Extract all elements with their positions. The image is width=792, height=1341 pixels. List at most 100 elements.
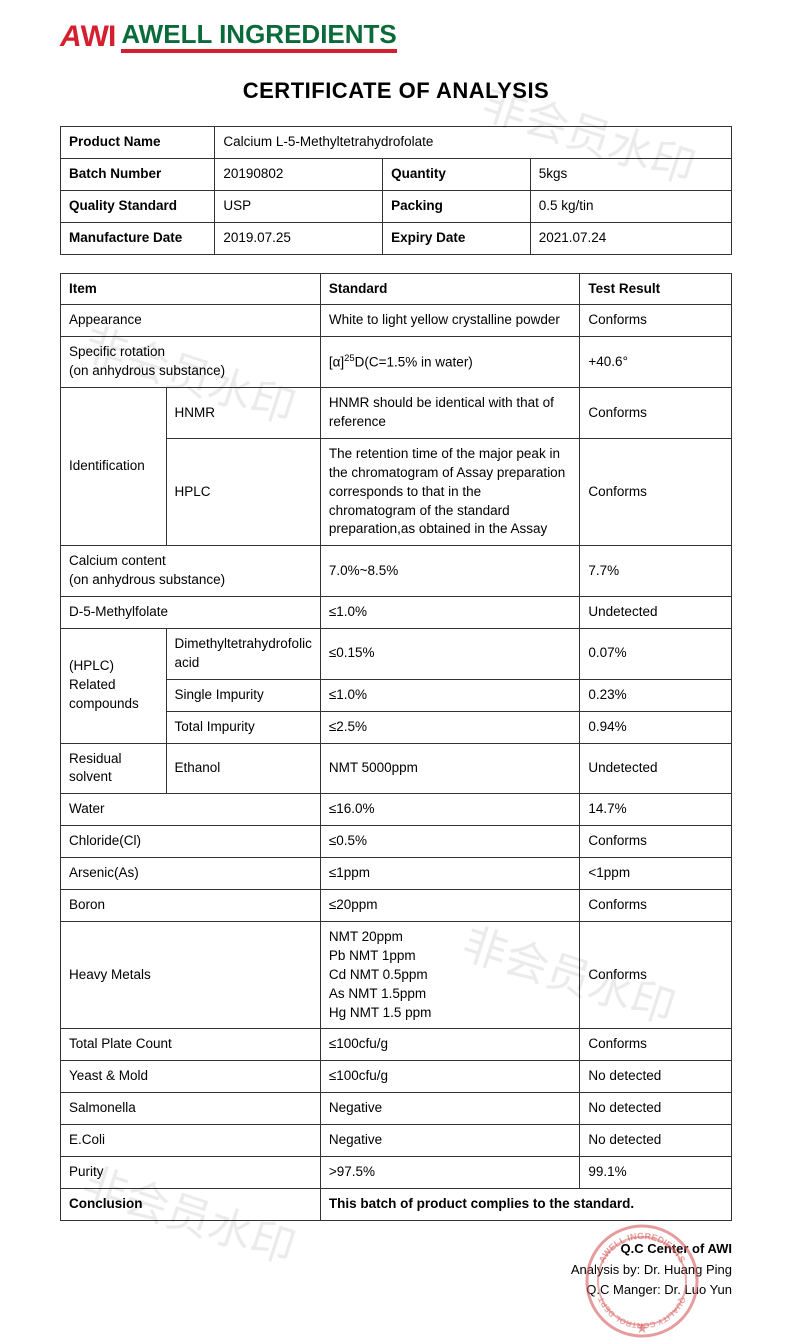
qc-center: Q.C Center of AWI: [60, 1239, 732, 1260]
conclusion-text: This batch of product complies to the st…: [320, 1188, 731, 1220]
exp-label: Expiry Date: [383, 222, 531, 254]
standard-cell: NMT 20ppm Pb NMT 1ppm Cd NMT 0.5ppm As N…: [320, 921, 580, 1028]
table-row: Yeast & Mold ≤100cfu/g No detected: [61, 1061, 732, 1093]
table-row: Purity >97.5% 99.1%: [61, 1156, 732, 1188]
item-cell: Heavy Metals: [61, 921, 321, 1028]
table-row: Salmonella Negative No detected: [61, 1093, 732, 1125]
item-cell: Appearance: [61, 305, 321, 337]
result-cell: No detected: [580, 1061, 732, 1093]
result-cell: 0.23%: [580, 679, 732, 711]
header-item: Item: [61, 273, 321, 305]
result-cell: Conforms: [580, 388, 732, 439]
standard-cell: HNMR should be identical with that of re…: [320, 388, 580, 439]
subitem-cell: Dimethyltetrahydrofolic acid: [166, 629, 320, 680]
standard-cell: ≤1.0%: [320, 597, 580, 629]
subitem-cell: Single Impurity: [166, 679, 320, 711]
result-cell: 7.7%: [580, 546, 732, 597]
table-row: Appearance White to light yellow crystal…: [61, 305, 732, 337]
result-cell: No detected: [580, 1125, 732, 1157]
standard-cell: ≤0.15%: [320, 629, 580, 680]
header-standard: Standard: [320, 273, 580, 305]
item-cell: Chloride(Cl): [61, 826, 321, 858]
result-cell: Conforms: [580, 890, 732, 922]
result-cell: +40.6°: [580, 337, 732, 388]
item-cell: E.Coli: [61, 1125, 321, 1157]
table-row: Total Plate Count ≤100cfu/g Conforms: [61, 1029, 732, 1061]
conclusion-row: Conclusion This batch of product complie…: [61, 1188, 732, 1220]
table-row: Identification HNMR HNMR should be ident…: [61, 388, 732, 439]
subitem-cell: HPLC: [166, 438, 320, 545]
standard-cell: Negative: [320, 1125, 580, 1157]
logo-company-text: AWELL INGREDIENTS: [121, 21, 396, 53]
standard-cell: ≤1ppm: [320, 858, 580, 890]
table-row: Calcium content (on anhydrous substance)…: [61, 546, 732, 597]
result-cell: Conforms: [580, 438, 732, 545]
exp-value: 2021.07.24: [530, 222, 731, 254]
table-row: Residual solvent Ethanol NMT 5000ppm Und…: [61, 743, 732, 794]
qc-manager: Q.C Manger: Dr. Luo Yun: [60, 1280, 732, 1301]
result-cell: 99.1%: [580, 1156, 732, 1188]
specification-table: Item Standard Test Result Appearance Whi…: [60, 273, 732, 1221]
pack-label: Packing: [383, 190, 531, 222]
item-cell: Boron: [61, 890, 321, 922]
subitem-cell: HNMR: [166, 388, 320, 439]
item-cell: Yeast & Mold: [61, 1061, 321, 1093]
item-group-cell: Residual solvent: [61, 743, 167, 794]
signature-block: AWELL INGREDIENTS QUALITY CONTROL DEPT ★…: [60, 1239, 732, 1301]
pack-value: 0.5 kg/tin: [530, 190, 731, 222]
header-result: Test Result: [580, 273, 732, 305]
table-header-row: Item Standard Test Result: [61, 273, 732, 305]
standard-cell: >97.5%: [320, 1156, 580, 1188]
table-row: Water ≤16.0% 14.7%: [61, 794, 732, 826]
item-group-cell: Identification: [61, 388, 167, 546]
product-name-value: Calcium L-5-Methyltetrahydrofolate: [215, 127, 732, 159]
std-label: Quality Standard: [61, 190, 215, 222]
mfg-value: 2019.07.25: [215, 222, 383, 254]
table-row: (HPLC) Related compounds Dimethyltetrahy…: [61, 629, 732, 680]
table-row: Boron ≤20ppm Conforms: [61, 890, 732, 922]
product-name-label: Product Name: [61, 127, 215, 159]
table-row: E.Coli Negative No detected: [61, 1125, 732, 1157]
standard-cell: ≤100cfu/g: [320, 1029, 580, 1061]
table-row: Batch Number 20190802 Quantity 5kgs: [61, 158, 732, 190]
item-cell: Specific rotation (on anhydrous substanc…: [61, 337, 321, 388]
analysis-by: Analysis by: Dr. Huang Ping: [60, 1260, 732, 1281]
std-value: USP: [215, 190, 383, 222]
result-cell: Undetected: [580, 597, 732, 629]
table-row: Quality Standard USP Packing 0.5 kg/tin: [61, 190, 732, 222]
standard-cell: ≤20ppm: [320, 890, 580, 922]
standard-cell: ≤1.0%: [320, 679, 580, 711]
company-logo: AWI AWELL INGREDIENTS: [60, 20, 732, 54]
item-cell: Total Plate Count: [61, 1029, 321, 1061]
conclusion-label: Conclusion: [61, 1188, 321, 1220]
standard-cell: ≤16.0%: [320, 794, 580, 826]
standard-cell: White to light yellow crystalline powder: [320, 305, 580, 337]
page-title: CERTIFICATE OF ANALYSIS: [60, 78, 732, 104]
item-cell: Purity: [61, 1156, 321, 1188]
standard-cell: ≤0.5%: [320, 826, 580, 858]
standard-cell: ≤100cfu/g: [320, 1061, 580, 1093]
product-info-table: Product Name Calcium L-5-Methyltetrahydr…: [60, 126, 732, 255]
table-row: D-5-Methylfolate ≤1.0% Undetected: [61, 597, 732, 629]
result-cell: <1ppm: [580, 858, 732, 890]
logo-abbr: AWI: [60, 20, 115, 54]
subitem-cell: Ethanol: [166, 743, 320, 794]
mfg-label: Manufacture Date: [61, 222, 215, 254]
result-cell: Conforms: [580, 1029, 732, 1061]
item-cell: Calcium content (on anhydrous substance): [61, 546, 321, 597]
result-cell: No detected: [580, 1093, 732, 1125]
item-group-cell: (HPLC) Related compounds: [61, 629, 167, 744]
item-cell: Salmonella: [61, 1093, 321, 1125]
standard-cell: 7.0%~8.5%: [320, 546, 580, 597]
table-row: Manufacture Date 2019.07.25 Expiry Date …: [61, 222, 732, 254]
batch-label: Batch Number: [61, 158, 215, 190]
standard-cell: ≤2.5%: [320, 711, 580, 743]
table-row: Arsenic(As) ≤1ppm <1ppm: [61, 858, 732, 890]
svg-text:★: ★: [636, 1320, 649, 1336]
item-cell: Arsenic(As): [61, 858, 321, 890]
table-row: Chloride(Cl) ≤0.5% Conforms: [61, 826, 732, 858]
qty-value: 5kgs: [530, 158, 731, 190]
result-cell: 0.94%: [580, 711, 732, 743]
standard-cell: NMT 5000ppm: [320, 743, 580, 794]
batch-value: 20190802: [215, 158, 383, 190]
